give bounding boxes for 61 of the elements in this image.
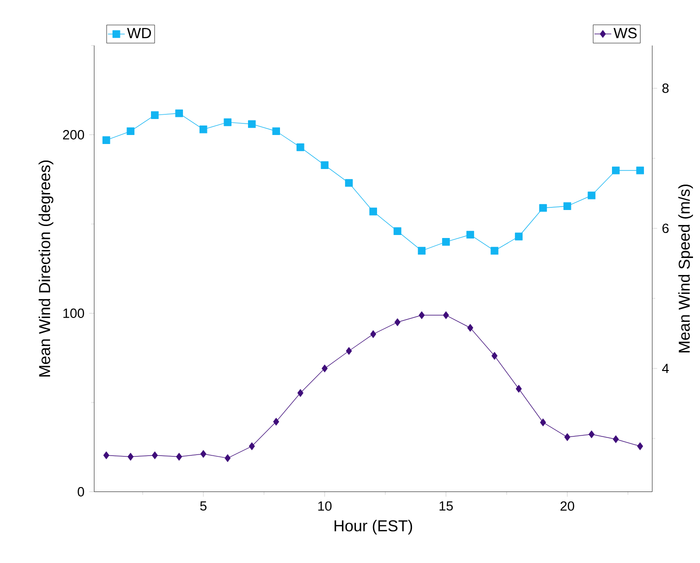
point xyxy=(588,192,596,200)
point xyxy=(394,318,400,326)
point xyxy=(224,454,231,462)
point xyxy=(369,208,378,216)
point xyxy=(418,311,425,320)
point xyxy=(224,118,232,126)
point xyxy=(272,127,280,136)
point xyxy=(150,111,159,119)
point xyxy=(102,136,110,144)
point xyxy=(322,364,328,372)
y2-tick-label: 4 xyxy=(662,364,669,374)
y-tick-label: 200 xyxy=(63,130,84,140)
y-axis-title: Mean Wind Direction (degrees) xyxy=(38,160,54,376)
point xyxy=(514,232,523,240)
point xyxy=(492,352,498,360)
x-tick-label: 5 xyxy=(200,501,207,511)
legend-label: WD xyxy=(127,28,151,38)
point xyxy=(516,384,522,393)
point xyxy=(175,109,183,118)
point xyxy=(466,230,474,239)
point xyxy=(637,442,644,450)
y-tick-label: 100 xyxy=(63,308,84,318)
point xyxy=(345,179,353,187)
point xyxy=(540,418,546,426)
point xyxy=(612,435,619,444)
x-tick-label: 20 xyxy=(560,501,574,511)
point xyxy=(636,166,644,174)
point xyxy=(176,452,182,461)
point xyxy=(442,238,450,246)
point xyxy=(588,430,595,438)
x-tick-label: 10 xyxy=(318,501,332,511)
point xyxy=(248,442,255,450)
point xyxy=(200,450,206,458)
y2-axis-title: Mean Wind Speed (m/s) xyxy=(678,184,693,352)
point xyxy=(152,451,158,460)
y2-tick-label: 8 xyxy=(662,84,669,93)
x-axis-title: Hour (EST) xyxy=(334,520,412,535)
point xyxy=(467,324,474,332)
point xyxy=(539,204,547,212)
point xyxy=(273,418,280,426)
point xyxy=(394,227,402,235)
point xyxy=(564,433,570,441)
point xyxy=(103,451,110,460)
point xyxy=(612,166,620,174)
point xyxy=(126,127,134,136)
point xyxy=(346,347,352,355)
y2-tick-label: 6 xyxy=(662,224,669,234)
point xyxy=(490,246,498,255)
point xyxy=(248,120,256,128)
point xyxy=(443,311,449,320)
legend-label: WS xyxy=(614,28,637,38)
point xyxy=(370,330,376,338)
y-tick-label: 0 xyxy=(78,487,84,496)
point xyxy=(563,202,572,210)
point xyxy=(418,246,426,255)
point xyxy=(320,161,329,169)
x-tick-label: 15 xyxy=(440,501,453,511)
point xyxy=(128,452,134,461)
point xyxy=(296,143,304,152)
point xyxy=(200,126,208,134)
point xyxy=(297,389,304,397)
